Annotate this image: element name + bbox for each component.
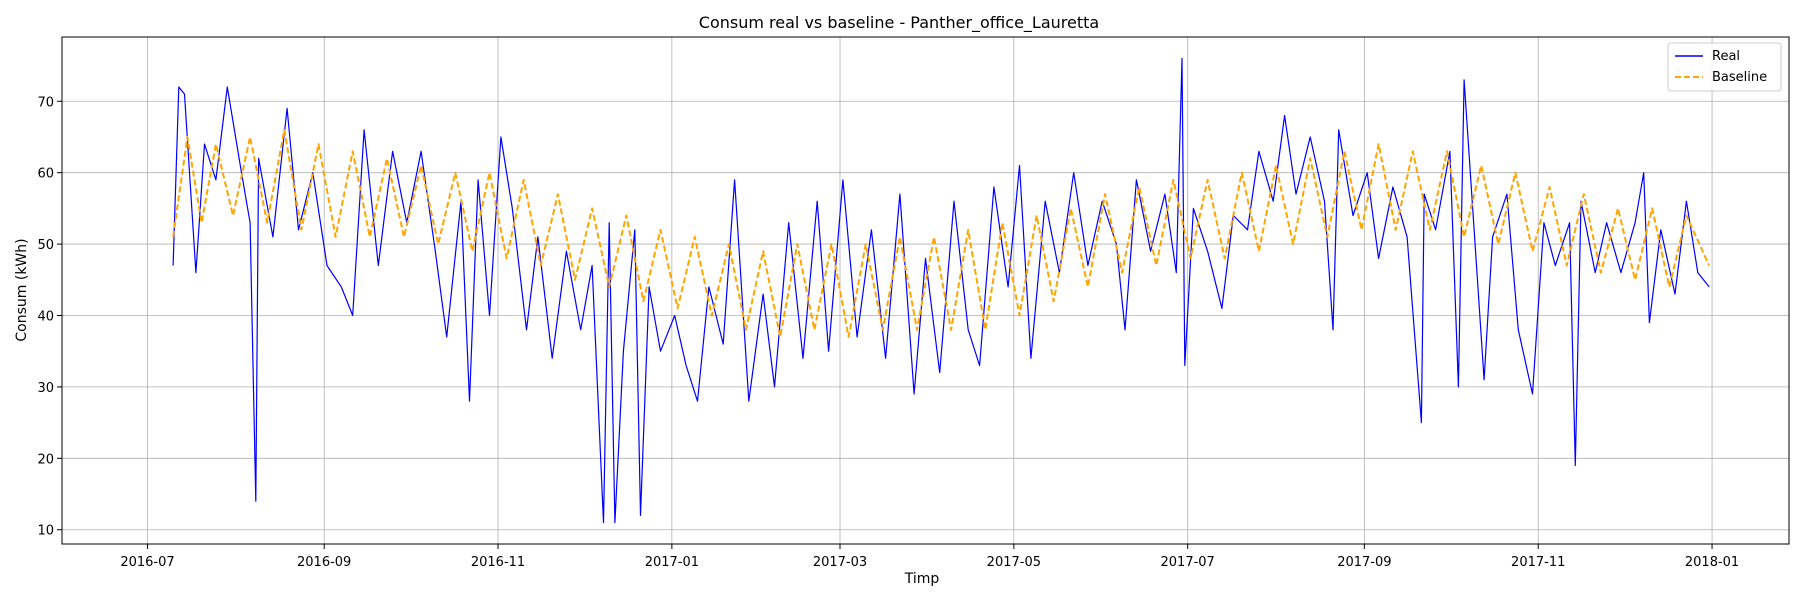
legend-label-baseline: Baseline: [1712, 70, 1767, 85]
chart-title: Consum real vs baseline - Panther_office…: [699, 13, 1099, 33]
x-tick-label: 2018-01: [1685, 555, 1739, 570]
x-tick-label: 2017-11: [1511, 555, 1565, 570]
x-tick-label: 2016-09: [297, 555, 351, 570]
y-tick-label: 40: [37, 309, 54, 324]
x-axis-label: Timp: [904, 571, 940, 587]
y-tick-label: 20: [37, 452, 54, 467]
legend-box: [1667, 42, 1782, 92]
grid-lines: [62, 37, 1789, 544]
axis-ticks: 2016-07 2016-09 2016-11 2017-01 2017-03 2017-…: [37, 95, 1739, 570]
y-tick-label: 30: [37, 381, 54, 396]
x-tick-label: 2017-05: [987, 555, 1041, 570]
x-tick-label: 2017-09: [1337, 555, 1391, 570]
x-tick-label: 2016-07: [120, 555, 174, 570]
x-tick-label: 2016-11: [471, 555, 525, 570]
series-line-real: [172, 57, 1710, 524]
plot-frame: [61, 36, 1790, 545]
y-tick-label: 60: [37, 167, 54, 182]
legend: Real Baseline: [1667, 42, 1782, 92]
legend-label-real: Real: [1712, 49, 1740, 64]
y-tick-label: 10: [37, 524, 54, 539]
x-tick-label: 2017-07: [1161, 555, 1215, 570]
x-tick-label: 2017-03: [813, 555, 867, 570]
series-line-baseline: [172, 128, 1711, 338]
series-lines: [172, 57, 1711, 524]
x-tick-label: 2017-01: [645, 555, 699, 570]
y-tick-label: 50: [37, 238, 54, 253]
y-axis-label: Consum (kWh): [14, 238, 30, 341]
y-tick-label: 70: [37, 95, 54, 110]
